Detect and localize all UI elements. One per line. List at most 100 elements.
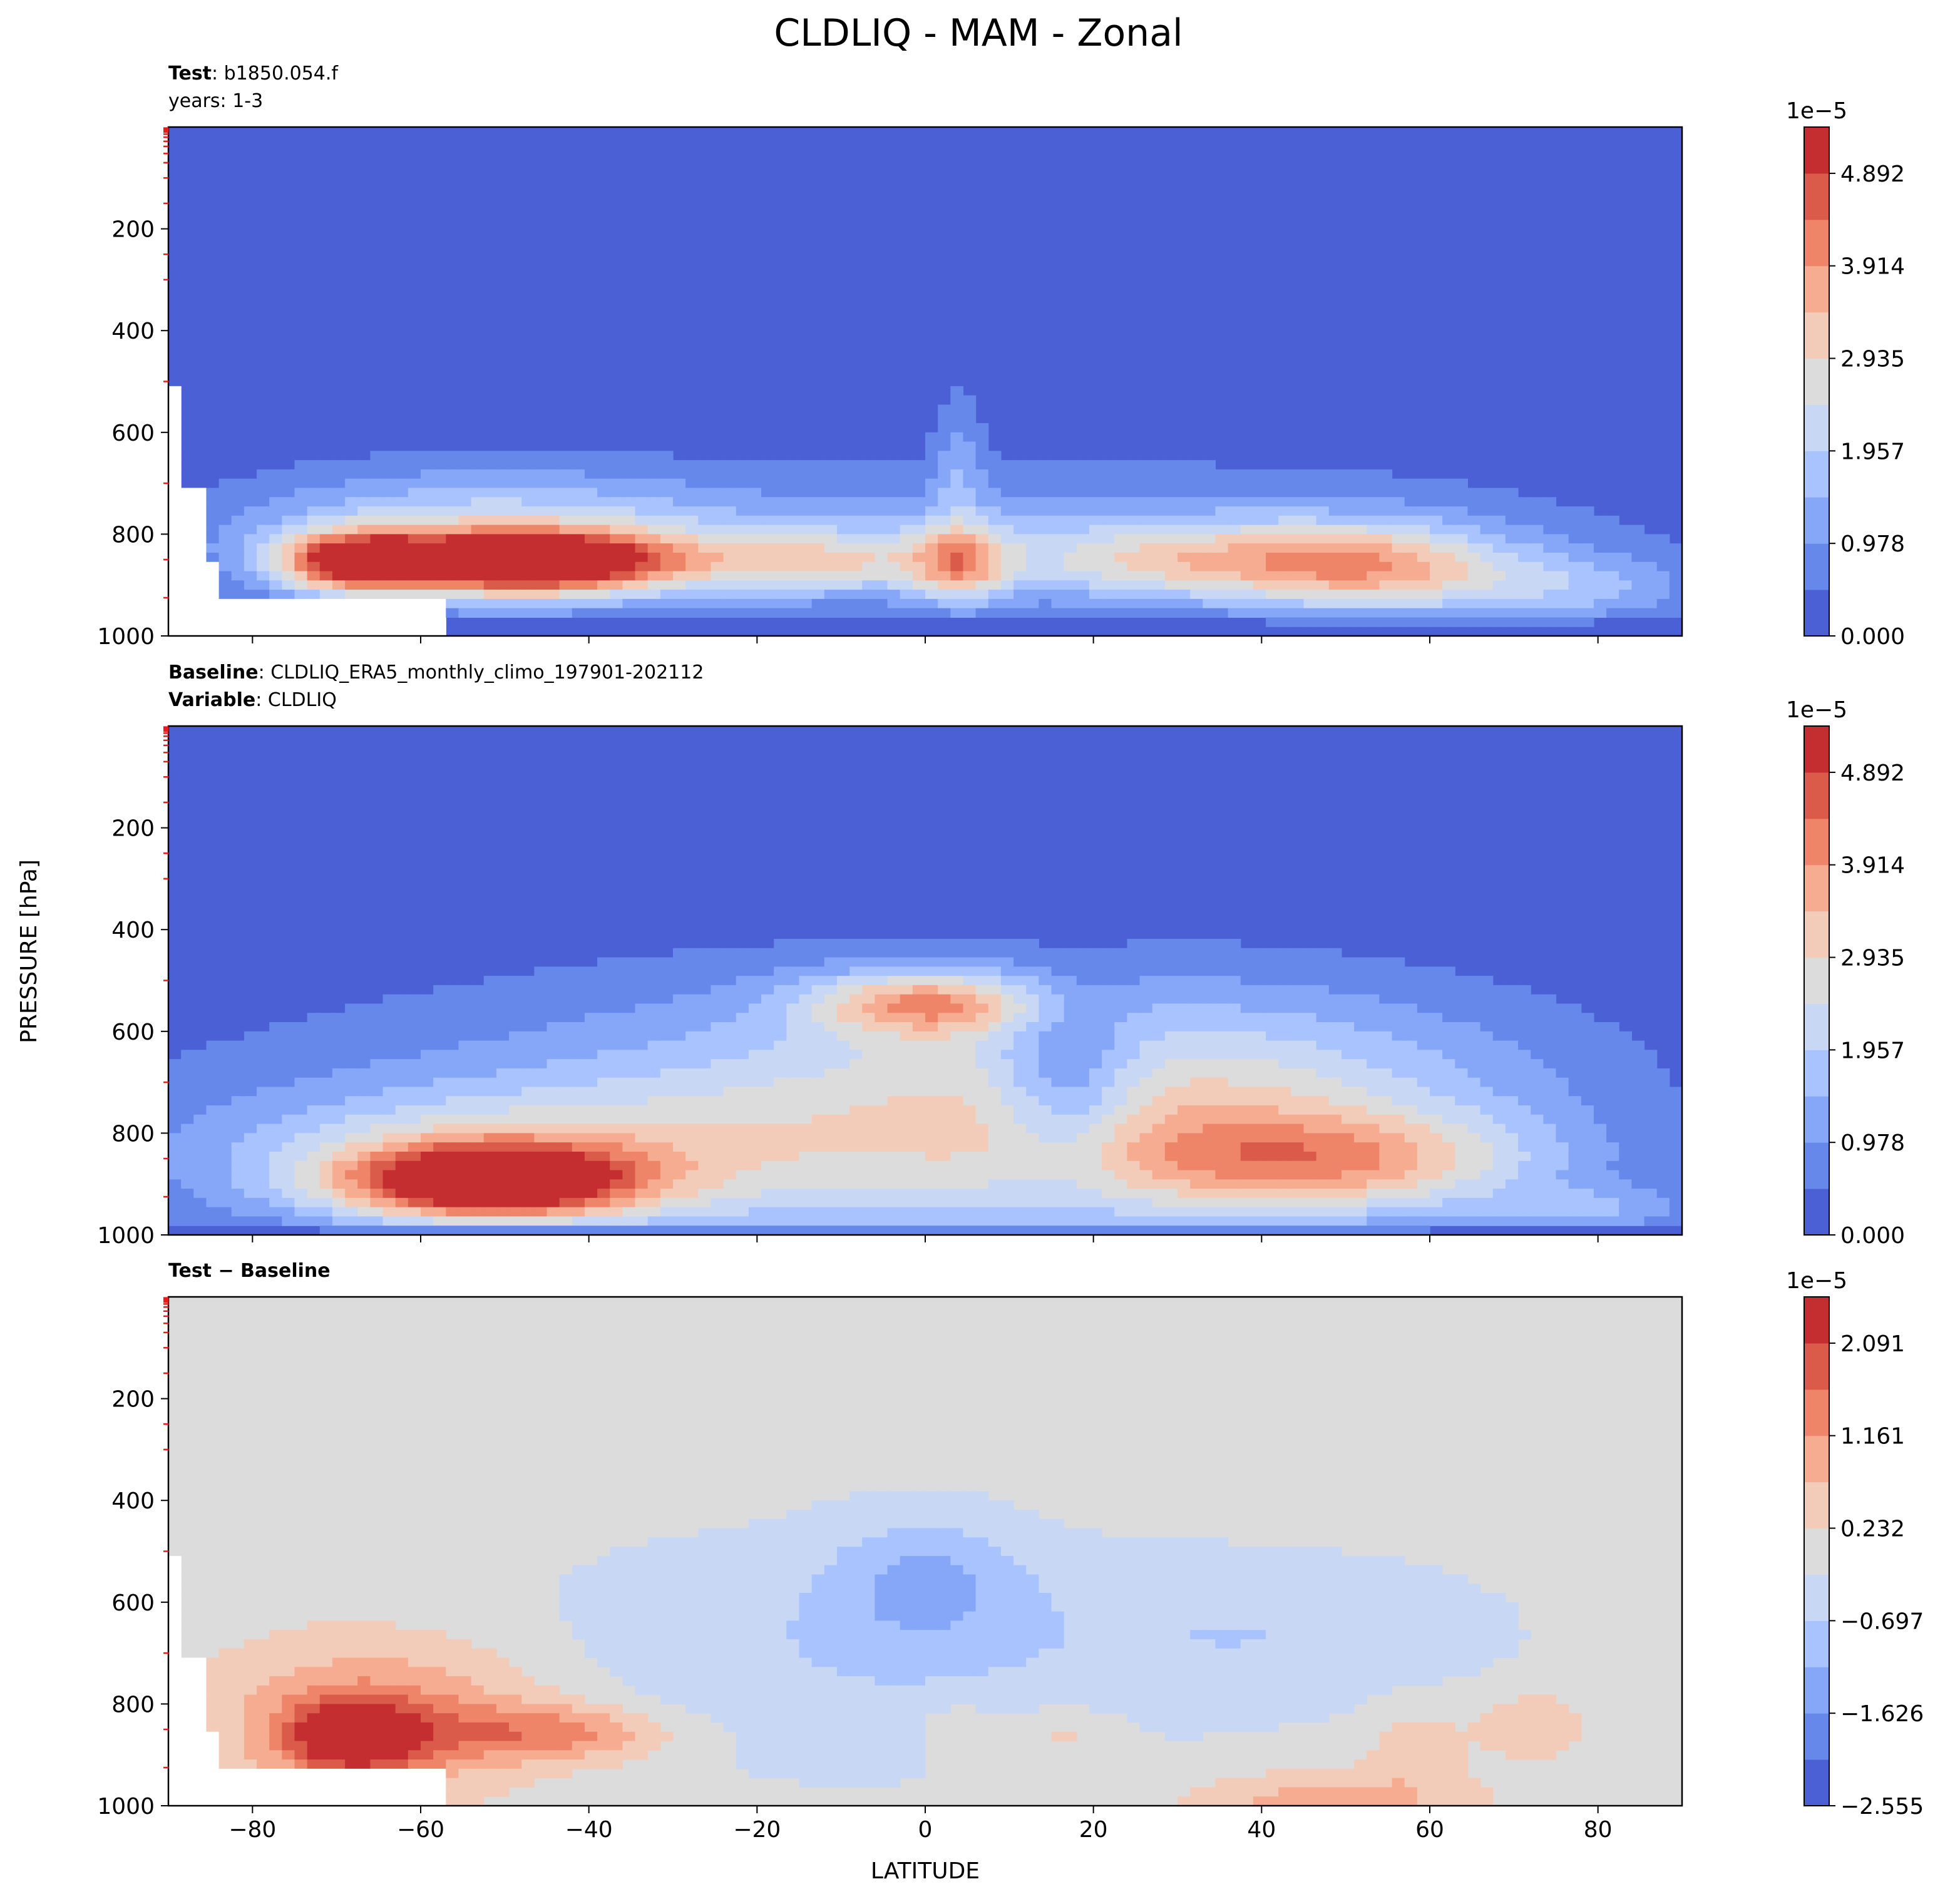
figure-title: CLDLIQ - MAM - Zonal	[774, 11, 1183, 55]
contour-cell	[1051, 1059, 1065, 1069]
contour-cell	[1039, 1197, 1052, 1208]
contour-cell	[193, 515, 207, 526]
contour-cell	[257, 525, 270, 535]
contour-cell	[421, 1003, 434, 1013]
contour-cell	[1568, 543, 1582, 553]
contour-cell	[269, 1133, 282, 1143]
contour-cell	[332, 1226, 346, 1235]
contour-cell	[824, 1022, 838, 1032]
contour-cell	[1026, 1151, 1039, 1162]
contour-cell	[1164, 1151, 1178, 1162]
contour-cell	[1467, 561, 1481, 572]
colorbar-offset: 1e−5	[1786, 98, 1847, 124]
contour-cell	[282, 1142, 295, 1152]
contour-cell	[748, 1087, 762, 1097]
contour-cell	[1178, 525, 1191, 535]
contour-cell	[1190, 571, 1203, 581]
contour-cell	[319, 1068, 333, 1078]
contour-cell	[1328, 985, 1342, 995]
contour-cell	[1089, 590, 1102, 600]
contour-cell	[370, 525, 384, 535]
contour-cell	[1064, 948, 1077, 958]
contour-cell	[546, 1031, 560, 1042]
contour-cell	[521, 571, 535, 581]
contour-cell	[975, 938, 989, 949]
contour-cell	[1089, 957, 1102, 967]
contour-cell	[1505, 543, 1519, 553]
contour-cell	[950, 985, 964, 995]
contour-cell	[1240, 580, 1254, 590]
contour-cell	[875, 488, 888, 498]
contour-cell	[761, 1189, 774, 1199]
contour-cell	[875, 1207, 888, 1217]
contour-cell	[1328, 1050, 1342, 1060]
contour-cell	[319, 598, 333, 609]
contour-cell	[1076, 1170, 1090, 1180]
contour-cell	[559, 1096, 573, 1106]
contour-cell	[1442, 543, 1455, 553]
contour-cell	[1064, 1114, 1077, 1125]
contour-cell	[395, 451, 409, 461]
contour-cell	[370, 1077, 384, 1088]
contour-cell	[408, 1142, 421, 1152]
contour-cell	[660, 976, 674, 986]
contour-cell	[824, 966, 838, 976]
contour-cell	[433, 1216, 446, 1226]
contour-cell	[761, 580, 774, 590]
contour-cell	[635, 1226, 649, 1235]
contour-cell	[1404, 1087, 1418, 1097]
contour-cell	[1114, 1068, 1127, 1078]
contour-cell	[446, 608, 459, 618]
contour-cell	[433, 1179, 446, 1189]
contour-cell	[1102, 506, 1115, 516]
contour-cell	[1543, 552, 1557, 563]
contour-cell	[1089, 534, 1102, 544]
contour-cell	[559, 1050, 573, 1060]
contour-cell	[950, 1077, 964, 1088]
contour-cell	[433, 1077, 446, 1088]
contour-cell	[938, 488, 951, 498]
contour-cell	[685, 460, 699, 470]
contour-cell	[1064, 1189, 1077, 1199]
contour-cell	[1291, 1151, 1305, 1162]
contour-cell	[458, 1179, 472, 1189]
contour-cell	[206, 1216, 220, 1226]
contour-cell	[483, 976, 497, 986]
contour-cell	[975, 478, 989, 489]
contour-cell	[257, 1087, 270, 1097]
contour-cell	[1089, 1207, 1102, 1217]
contour-cell	[269, 1059, 282, 1069]
contour-cell	[496, 469, 510, 479]
contour-cell	[786, 590, 800, 600]
contour-cell	[282, 627, 295, 636]
contour-cell	[1581, 534, 1594, 544]
contour-cell	[534, 506, 548, 516]
contour-cell	[572, 1096, 585, 1106]
contour-cell	[294, 1189, 308, 1199]
contour-cell	[849, 608, 863, 618]
contour-cell	[1392, 525, 1405, 535]
contour-cell	[1593, 543, 1607, 553]
contour-cell	[584, 1114, 598, 1125]
contour-cell	[521, 598, 535, 609]
contour-cell	[1190, 525, 1203, 535]
contour-cell	[1505, 598, 1519, 609]
contour-cell	[1467, 598, 1481, 609]
contour-cell	[1102, 1077, 1115, 1088]
contour-cell	[938, 478, 951, 489]
contour-cell	[1164, 1031, 1178, 1042]
contour-cell	[471, 1050, 485, 1060]
contour-cell	[1190, 1189, 1203, 1199]
contour-cell	[408, 488, 421, 498]
contour-cell	[811, 497, 825, 507]
contour-cell	[1367, 985, 1380, 995]
contour-cell	[1480, 580, 1494, 590]
contour-cell	[269, 617, 282, 627]
contour-cell	[887, 1013, 901, 1023]
contour-cell	[912, 1096, 926, 1106]
contour-cell	[698, 580, 712, 590]
contour-cell	[1164, 1040, 1178, 1050]
contour-cell	[1089, 1151, 1102, 1162]
contour-cell	[1606, 608, 1619, 618]
contour-cell	[1278, 571, 1291, 581]
